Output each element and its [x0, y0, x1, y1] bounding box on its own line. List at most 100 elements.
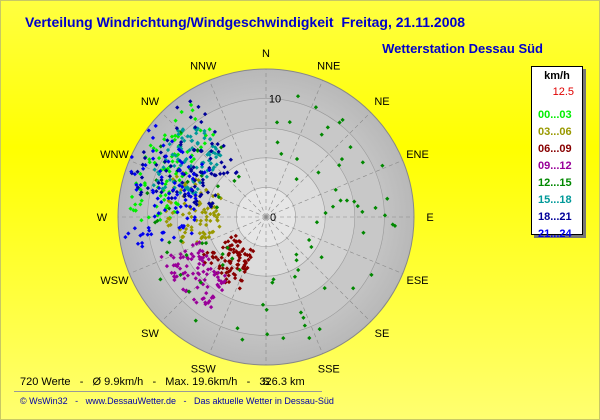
data-point — [164, 219, 169, 224]
data-point — [172, 180, 177, 186]
data-point — [231, 271, 236, 277]
data-point — [208, 211, 213, 217]
data-point — [129, 169, 134, 174]
data-point — [164, 179, 169, 184]
data-point — [164, 168, 169, 173]
data-point — [174, 126, 180, 131]
data-point — [202, 170, 207, 175]
data-point — [193, 318, 198, 323]
data-point — [176, 132, 181, 137]
direction-label-ene: ENE — [406, 149, 429, 161]
spoke-nnw — [209, 80, 267, 218]
data-point — [179, 109, 184, 115]
data-point — [226, 251, 232, 256]
data-point — [206, 201, 212, 206]
direction-label-ne: NE — [374, 96, 389, 108]
data-point — [333, 187, 338, 192]
data-point — [194, 131, 199, 136]
data-point — [177, 167, 182, 172]
data-point — [192, 200, 197, 205]
direction-label-sse: SSE — [318, 364, 340, 376]
data-point — [198, 218, 203, 223]
data-point — [188, 115, 193, 120]
data-point — [204, 222, 209, 228]
data-point — [187, 148, 192, 153]
data-point — [168, 253, 174, 258]
data-point — [302, 323, 307, 328]
data-point — [202, 128, 207, 134]
data-point — [152, 214, 157, 219]
data-point — [159, 254, 164, 260]
data-point — [198, 180, 203, 185]
data-point — [193, 190, 198, 195]
data-point — [201, 230, 206, 235]
data-point — [159, 199, 164, 205]
data-point — [200, 180, 205, 185]
data-point — [191, 165, 196, 170]
direction-label-s: S — [262, 376, 269, 388]
data-point — [218, 153, 223, 158]
data-point — [201, 262, 206, 267]
data-point — [221, 143, 226, 148]
data-point — [173, 153, 178, 158]
data-point — [204, 214, 209, 219]
legend-scale-value: 12.5 — [552, 86, 574, 98]
data-point — [184, 203, 189, 208]
data-point — [146, 225, 151, 231]
data-point — [292, 274, 298, 279]
data-point — [199, 162, 205, 167]
data-point — [175, 192, 180, 197]
data-point — [212, 272, 217, 278]
data-point — [227, 268, 233, 273]
data-point — [219, 270, 224, 276]
chart-title: Verteilung Windrichtung/Windgeschwindigk… — [25, 14, 466, 30]
data-point — [202, 141, 207, 146]
data-point — [184, 253, 189, 258]
data-point — [210, 201, 215, 206]
data-point — [196, 104, 201, 110]
data-point — [216, 278, 222, 283]
data-point — [167, 177, 173, 182]
data-point — [204, 290, 209, 296]
data-point — [154, 148, 159, 153]
data-point — [330, 204, 336, 209]
data-point — [175, 210, 180, 215]
data-point — [228, 157, 233, 162]
data-point — [160, 181, 165, 186]
data-point — [172, 270, 177, 276]
data-point — [180, 212, 186, 217]
data-point — [214, 154, 219, 160]
data-point — [167, 169, 172, 174]
data-point — [138, 192, 143, 197]
data-point — [202, 277, 207, 282]
data-point — [191, 172, 197, 177]
data-point — [139, 198, 144, 203]
data-point — [204, 272, 210, 277]
data-point — [382, 213, 388, 218]
data-point — [163, 154, 169, 159]
data-point — [198, 280, 203, 285]
data-point — [166, 223, 171, 228]
data-point — [182, 138, 187, 143]
data-point — [172, 277, 177, 283]
data-point — [167, 240, 172, 245]
data-point — [385, 196, 390, 201]
data-point — [231, 247, 236, 252]
data-point — [183, 289, 189, 294]
data-point — [139, 175, 145, 180]
data-point — [224, 270, 229, 275]
data-point — [183, 249, 188, 254]
data-point — [161, 143, 166, 148]
data-point — [205, 152, 210, 157]
data-point — [174, 174, 179, 179]
data-point — [204, 217, 209, 222]
data-point — [202, 131, 207, 136]
direction-label-e: E — [426, 212, 433, 224]
data-point — [189, 167, 194, 172]
data-point — [220, 245, 226, 250]
data-point — [194, 165, 199, 170]
direction-label-w: W — [97, 212, 108, 224]
spoke-nw — [161, 112, 267, 218]
data-point — [165, 138, 170, 143]
data-point — [211, 229, 216, 234]
